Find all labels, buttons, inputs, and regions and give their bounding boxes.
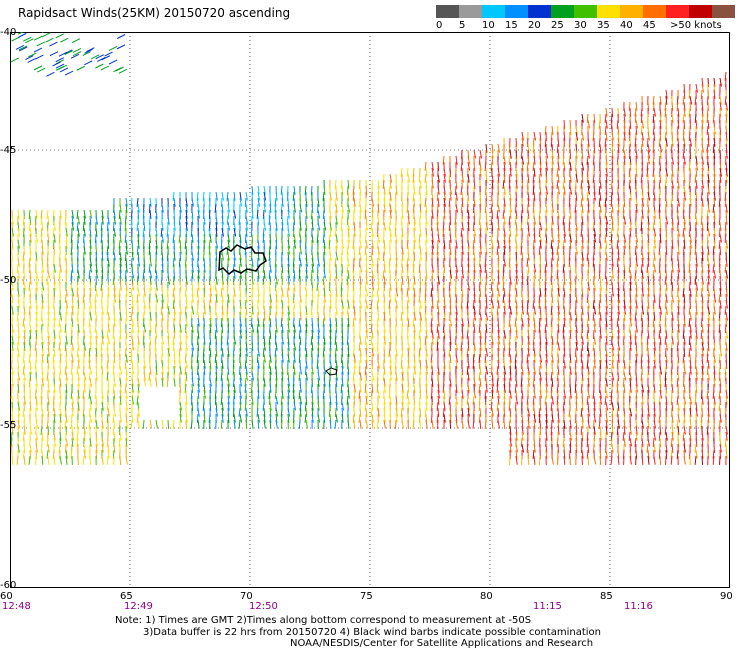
legend-swatch [620,5,643,18]
legend-label: 30 [574,20,587,31]
map-title: Rapidsact Winds(25KM) 20150720 ascending [18,6,291,20]
latitude-label: -55 [0,420,17,431]
legend-swatch [597,5,620,18]
latitude-label: -60 [0,580,17,591]
island-coastlines [218,244,338,376]
note-line-3: NOAA/NESDIS/Center for Satellite Applica… [290,638,594,649]
legend-swatch [689,5,712,18]
legend-label: 15 [505,20,518,31]
legend-label: 5 [459,20,466,31]
legend-swatch [436,5,459,18]
measurement-time: 12:50 [249,601,278,612]
gridlines [10,32,730,588]
legend-swatch [459,5,482,18]
measurement-time: 11:15 [533,601,562,612]
legend-swatch [712,5,735,18]
wind-map [10,32,730,588]
legend-label: >50 knots [670,20,722,31]
wind-swath [10,32,729,466]
legend-labels: 0 5 10 15 20 25 30 35 40 45 >50 knots [436,18,736,32]
measurement-time: 12:49 [124,601,153,612]
legend-color-bar [436,5,736,18]
longitude-label: 70 [240,591,253,602]
latitude-label: -40 [0,27,17,38]
longitude-label: 75 [360,591,373,602]
legend-swatch [482,5,505,18]
kerguelen-island [218,244,267,276]
legend-label: 25 [551,20,564,31]
measurement-time: 12:48 [2,601,31,612]
legend-swatch [551,5,574,18]
longitude-label: 80 [480,591,493,602]
legend-swatch [528,5,551,18]
note-line-2: 3)Data buffer is 22 hrs from 20150720 4)… [143,627,601,638]
wind-speed-legend: 0 5 10 15 20 25 30 35 40 45 >50 knots [436,5,736,37]
measurement-time: 11:16 [624,601,653,612]
legend-label: 0 [436,20,443,31]
legend-swatch [643,5,666,18]
latitude-label: -45 [0,145,17,156]
latitude-label: -50 [0,275,17,286]
legend-label: 10 [482,20,495,31]
longitude-label: 60 [0,591,13,602]
legend-label: 45 [643,20,656,31]
legend-label: 20 [528,20,541,31]
legend-label: 35 [597,20,610,31]
note-line-1: Note: 1) Times are GMT 2)Times along bot… [115,615,532,626]
legend-swatch [505,5,528,18]
longitude-label: 90 [720,591,733,602]
legend-swatch [574,5,597,18]
longitude-label: 85 [600,591,613,602]
longitude-label: 65 [120,591,133,602]
legend-label: 40 [620,20,633,31]
legend-swatch [666,5,689,18]
heard-island [325,367,338,376]
